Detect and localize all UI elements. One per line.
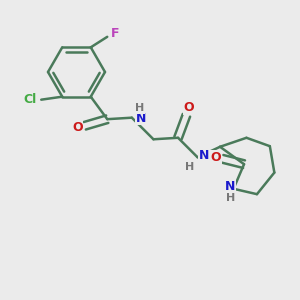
Text: Cl: Cl — [23, 93, 37, 106]
Text: O: O — [211, 151, 221, 164]
Text: H: H — [136, 103, 145, 113]
Text: N: N — [225, 180, 236, 193]
Text: H: H — [226, 194, 235, 203]
Text: F: F — [111, 27, 120, 40]
Text: O: O — [72, 121, 83, 134]
Text: N: N — [136, 112, 146, 125]
Text: H: H — [184, 162, 194, 172]
Text: N: N — [199, 149, 209, 162]
Text: O: O — [184, 101, 194, 114]
